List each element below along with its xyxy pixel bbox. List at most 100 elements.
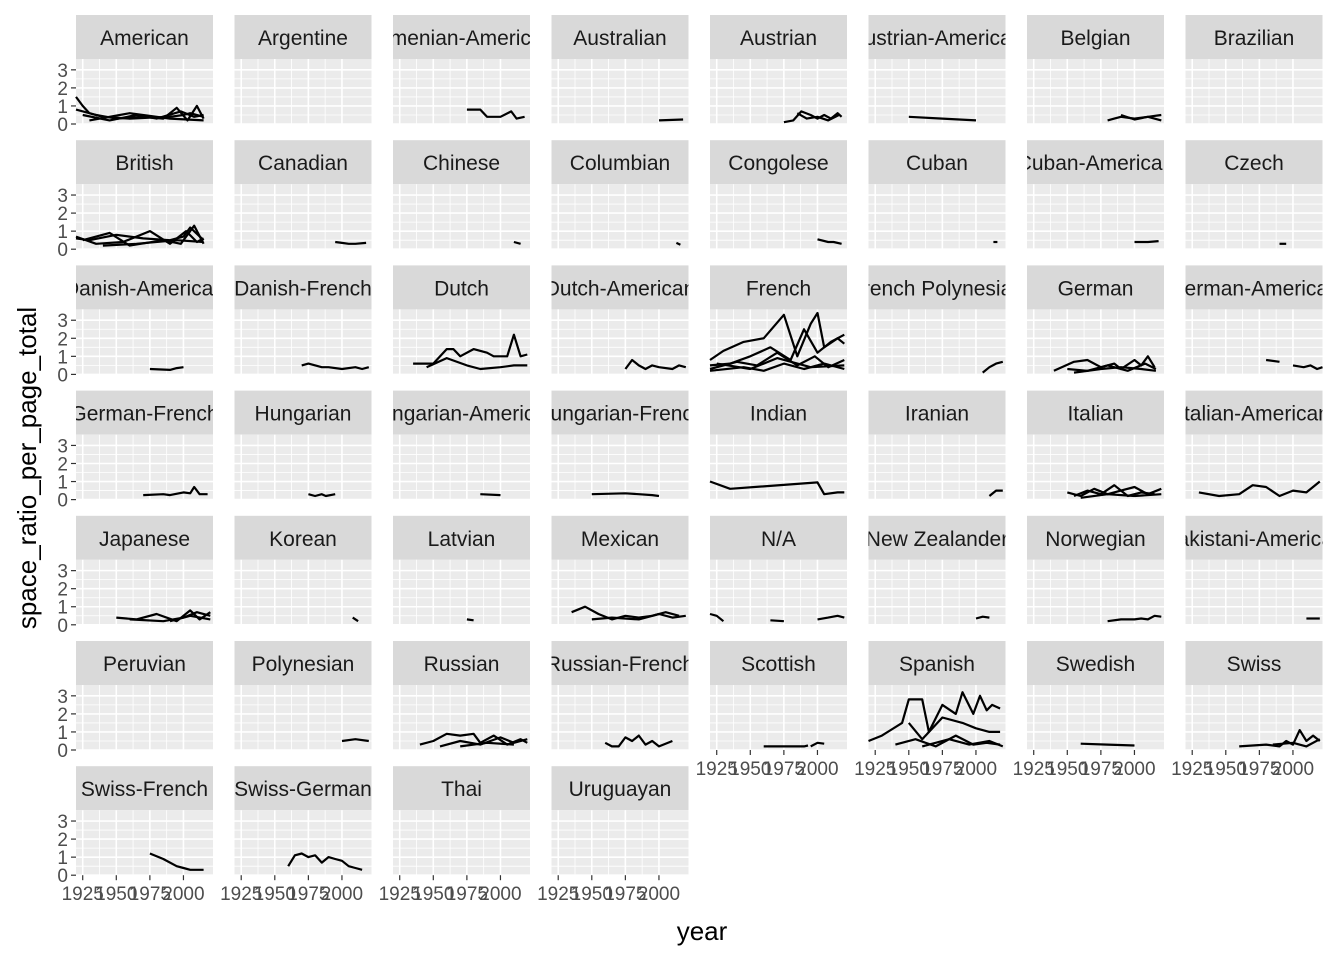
y-tick-label: 3 — [57, 687, 68, 708]
y-tick-label: 1 — [57, 598, 68, 619]
y-tick-label: 3 — [57, 186, 68, 207]
panel-background — [551, 59, 689, 124]
series-line — [75, 230, 205, 245]
panel-background — [551, 810, 689, 876]
facet-strip — [551, 766, 689, 811]
series-line — [908, 115, 977, 122]
panel-background — [76, 685, 213, 750]
y-tick-label: 0 — [57, 616, 68, 637]
series-line — [1053, 355, 1156, 372]
x-tick-label: 1975 — [921, 759, 963, 780]
series-line — [413, 333, 528, 365]
facet-strip — [393, 390, 530, 435]
x-tick-label: 1950 — [729, 759, 771, 780]
facet-label: Latvian — [428, 528, 496, 551]
x-tick-label: 1925 — [1013, 759, 1055, 780]
facet-label: French — [746, 277, 811, 300]
facet-label: Indian — [750, 403, 807, 426]
facet-label: Iranian — [905, 403, 969, 426]
panel-background — [393, 59, 530, 124]
series-line — [480, 493, 501, 497]
panel-background — [1185, 59, 1323, 124]
facet-label: Cuban-American — [1017, 152, 1175, 175]
x-tick-label: 1925 — [854, 759, 896, 780]
facet-panel: French Polynesian — [850, 265, 1024, 376]
y-tick-label: 3 — [57, 61, 68, 82]
panel-background — [868, 559, 1006, 625]
series-line — [1120, 113, 1162, 122]
panel-background — [1185, 309, 1323, 375]
y-axis-title: space_ratio_per_page_total — [12, 307, 42, 629]
x-tick-label: 1975 — [1080, 759, 1122, 780]
facet-label: Russian-French — [546, 653, 694, 676]
x-tick-label: 1975 — [1238, 759, 1280, 780]
facet-strip — [1027, 140, 1164, 185]
series-line — [352, 616, 359, 623]
panel-background — [393, 184, 530, 250]
facet-strip — [868, 641, 1006, 685]
panel-background — [710, 685, 847, 750]
facet-strip — [393, 766, 530, 811]
y-tick-label: 3 — [57, 311, 68, 332]
panel-background — [76, 309, 213, 375]
series-line — [975, 615, 990, 620]
facet-strip — [234, 390, 372, 435]
y-tick-label: 3 — [57, 436, 68, 457]
series-line — [1107, 614, 1162, 623]
panel-background — [1185, 184, 1323, 250]
panel-background — [393, 810, 530, 876]
facet-label: Peruvian — [103, 653, 186, 676]
facet-label: French Polynesian — [850, 277, 1024, 300]
facet-panel: Mexican — [551, 515, 689, 626]
series-line — [301, 362, 370, 371]
series-line — [102, 239, 204, 247]
facet-label: Cuban — [906, 152, 968, 175]
facet-panel: German — [1027, 265, 1164, 376]
facet-strip — [868, 15, 1006, 59]
series-line — [817, 238, 842, 245]
panel-background — [551, 309, 689, 375]
facet-strip — [1185, 265, 1323, 310]
x-tick-label: 1925 — [220, 884, 262, 905]
facet-panel: Cuban — [868, 140, 1006, 250]
x-tick-label: 1975 — [129, 884, 171, 905]
x-tick-label: 2000 — [638, 884, 680, 905]
x-tick-label: 1975 — [446, 884, 488, 905]
series-line — [439, 736, 528, 748]
x-tick-label: 1950 — [412, 884, 454, 905]
facet-strip — [393, 265, 530, 310]
series-line — [709, 612, 725, 623]
facet-panel: Russian — [393, 641, 530, 751]
x-tick-label: 2000 — [1272, 759, 1314, 780]
facet-strip — [1027, 515, 1164, 560]
facet-strip — [393, 15, 530, 59]
facet-label: Austrian — [740, 27, 817, 50]
panel-background — [710, 59, 847, 124]
series-line — [571, 605, 680, 621]
series-line — [591, 612, 686, 621]
panel-background — [1185, 559, 1323, 625]
facet-strip — [551, 390, 689, 435]
facet-panel: Russian-French — [546, 641, 694, 751]
facet-panel: Czech — [1185, 140, 1323, 250]
series-line — [675, 241, 681, 246]
facet-strip — [76, 766, 213, 811]
y-tick-label: 2 — [57, 204, 68, 225]
facet-panel: Iranian — [868, 390, 1006, 501]
x-tick-label: 1975 — [604, 884, 646, 905]
facet-panel: Hungarian — [234, 390, 372, 501]
y-tick-label: 2 — [57, 79, 68, 100]
series-line — [658, 118, 684, 122]
facet-strip — [393, 140, 530, 185]
series-line — [988, 489, 1003, 497]
facet-panel: Korean — [234, 515, 372, 626]
facet-panel: Canadian — [234, 140, 372, 250]
facet-panel: Dutch-American — [551, 265, 689, 376]
facet-label: Argentine — [258, 27, 348, 50]
y-tick-label: 1 — [57, 97, 68, 118]
